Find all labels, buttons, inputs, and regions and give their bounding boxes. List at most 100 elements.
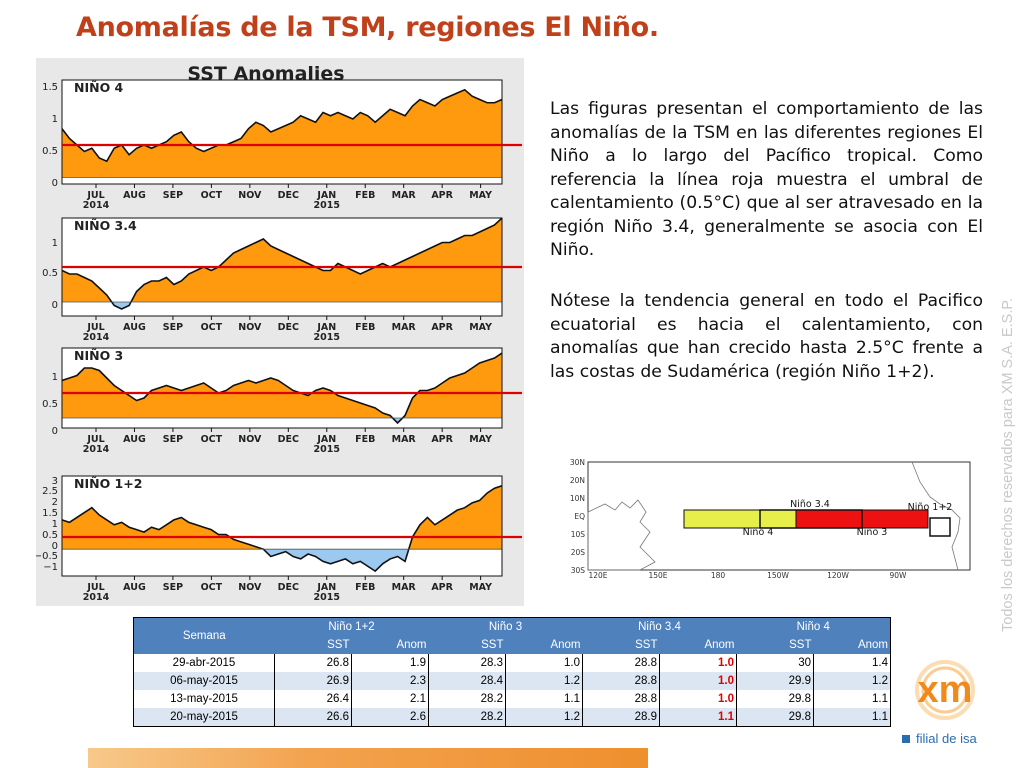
x-tick-label: OCT <box>201 190 223 201</box>
y-tick-label: 2 <box>52 497 58 508</box>
y-tick-label: 1 <box>52 238 58 249</box>
panel-label: NIÑO 4 <box>74 80 124 95</box>
value-cell: 26.9 <box>274 672 352 690</box>
y-tick-label: 0 <box>52 178 58 189</box>
value-cell: 28.4 <box>428 672 506 690</box>
region-nino34-box <box>759 509 863 529</box>
x-tick-label: AUG <box>123 582 146 593</box>
description-paragraph-2: Nótese la tendencia general en todo el P… <box>550 291 983 382</box>
map-lat-label: 20N <box>570 476 585 485</box>
x-tick-label: MAY <box>469 322 492 333</box>
x-tick-label: SEP <box>163 322 183 333</box>
x-tick-label: 2014 <box>83 444 110 455</box>
sst-table: Semana Niño 1+2 Niño 3 Niño 3.4 Niño 4 S… <box>133 617 891 727</box>
logo-mark <box>915 660 975 720</box>
x-tick-label: JAN <box>316 582 336 593</box>
x-tick-label: AUG <box>123 322 146 333</box>
value-cell: 30 <box>736 654 814 672</box>
y-tick-label: 3 <box>52 476 58 487</box>
map-lon-label: 120E <box>588 571 607 580</box>
logo-square <box>902 735 910 743</box>
map-lat-label: 30N <box>570 458 585 467</box>
y-tick-label: 0.5 <box>42 146 58 157</box>
map-lon-label: 150W <box>767 571 789 580</box>
positive-anomaly-area <box>62 485 502 550</box>
footer-bar <box>88 748 648 768</box>
value-cell: 1.0 <box>505 654 583 672</box>
map-lon-label: 90W <box>890 571 908 580</box>
description-paragraph-1: Las figuras presentan el comportamiento … <box>550 99 983 260</box>
series-area <box>62 218 502 310</box>
x-tick-label: MAR <box>392 582 417 593</box>
x-tick-label: MAR <box>392 434 417 445</box>
x-tick-label: DEC <box>278 434 299 445</box>
header-nino34: Niño 3.4 <box>582 617 737 636</box>
value-cell: 1.1 <box>813 708 891 727</box>
panel-label: NIÑO 3 <box>74 348 123 363</box>
series-area <box>62 88 502 178</box>
x-tick-label: DEC <box>278 190 299 201</box>
logo-brand: xm <box>918 669 973 711</box>
region-label: Niño 1+2 <box>908 502 953 513</box>
y-tick-label: 0.5 <box>42 268 58 279</box>
value-cell: 26.4 <box>274 690 352 708</box>
header-nino3: Niño 3 <box>428 617 583 636</box>
region-label: Niño 3.4 <box>790 499 830 510</box>
x-tick-label: OCT <box>201 322 223 333</box>
x-tick-label: MAY <box>469 434 492 445</box>
x-tick-label: JAN <box>316 190 336 201</box>
subheader-anom: Anom <box>351 636 429 654</box>
y-tick-label: 1 <box>52 519 58 530</box>
x-tick-label: 2014 <box>83 592 110 603</box>
value-cell: 29.9 <box>736 672 814 690</box>
week-cell: 29-abr-2015 <box>133 654 275 672</box>
x-tick-label: 2015 <box>314 332 340 343</box>
series-line <box>62 352 502 425</box>
x-tick-label: JUL <box>86 582 104 593</box>
map-lon-label: 180 <box>711 571 726 580</box>
x-tick-label: 2014 <box>83 200 110 211</box>
x-tick-label: FEB <box>355 582 375 593</box>
x-tick-label: DEC <box>278 322 299 333</box>
value-cell: 28.8 <box>582 672 660 690</box>
region-label: Niño 4 <box>743 527 774 538</box>
table-row: 29-abr-2015 26.8 1.9 28.3 1.0 28.8 1.0 30 1.4 <box>133 654 891 672</box>
x-tick-label: FEB <box>355 190 375 201</box>
region-label: Niño 3 <box>857 527 888 538</box>
positive-anomaly-area <box>62 218 502 302</box>
x-tick-label: OCT <box>201 582 223 593</box>
series-line <box>62 88 502 163</box>
table-row: 13-may-2015 26.4 2.1 28.2 1.1 28.8 1.0 29.8 1.1 <box>133 690 891 708</box>
table-row: 06-may-2015 26.9 2.3 28.4 1.2 28.8 1.0 29.9 1.2 <box>133 672 891 690</box>
value-cell: 2.3 <box>351 672 429 690</box>
header-semana: Semana <box>133 617 275 654</box>
subheader-sst: SST <box>274 636 352 654</box>
series-line <box>62 484 502 573</box>
x-tick-label: APR <box>431 190 453 201</box>
x-tick-label: DEC <box>278 582 299 593</box>
x-tick-label: 2015 <box>314 444 340 455</box>
x-tick-label: 2015 <box>314 200 340 211</box>
xm-logo: xm filial de isa <box>902 660 977 746</box>
region-nino4-box <box>683 509 761 529</box>
x-tick-label: OCT <box>201 434 223 445</box>
region-nino12-box <box>929 517 951 537</box>
value-cell: 28.2 <box>428 708 506 727</box>
negative-anomaly-area <box>62 549 502 572</box>
subheader-anom: Anom <box>813 636 891 654</box>
subheader-sst: SST <box>582 636 660 654</box>
value-cell: 1.1 <box>813 690 891 708</box>
positive-anomaly-area <box>62 353 502 418</box>
map-lat-label: 20S <box>571 548 586 557</box>
x-tick-label: 2015 <box>314 592 340 603</box>
y-tick-label: 1 <box>52 372 58 383</box>
subheader-sst: SST <box>736 636 814 654</box>
value-cell: 28.3 <box>428 654 506 672</box>
table-row: 20-may-2015 26.6 2.6 28.2 1.2 28.9 1.1 29.8 1.1 <box>133 708 891 727</box>
y-tick-label: 1.5 <box>42 508 58 519</box>
x-tick-label: NOV <box>238 322 262 333</box>
value-cell: 29.8 <box>736 708 814 727</box>
x-tick-label: AUG <box>123 434 146 445</box>
